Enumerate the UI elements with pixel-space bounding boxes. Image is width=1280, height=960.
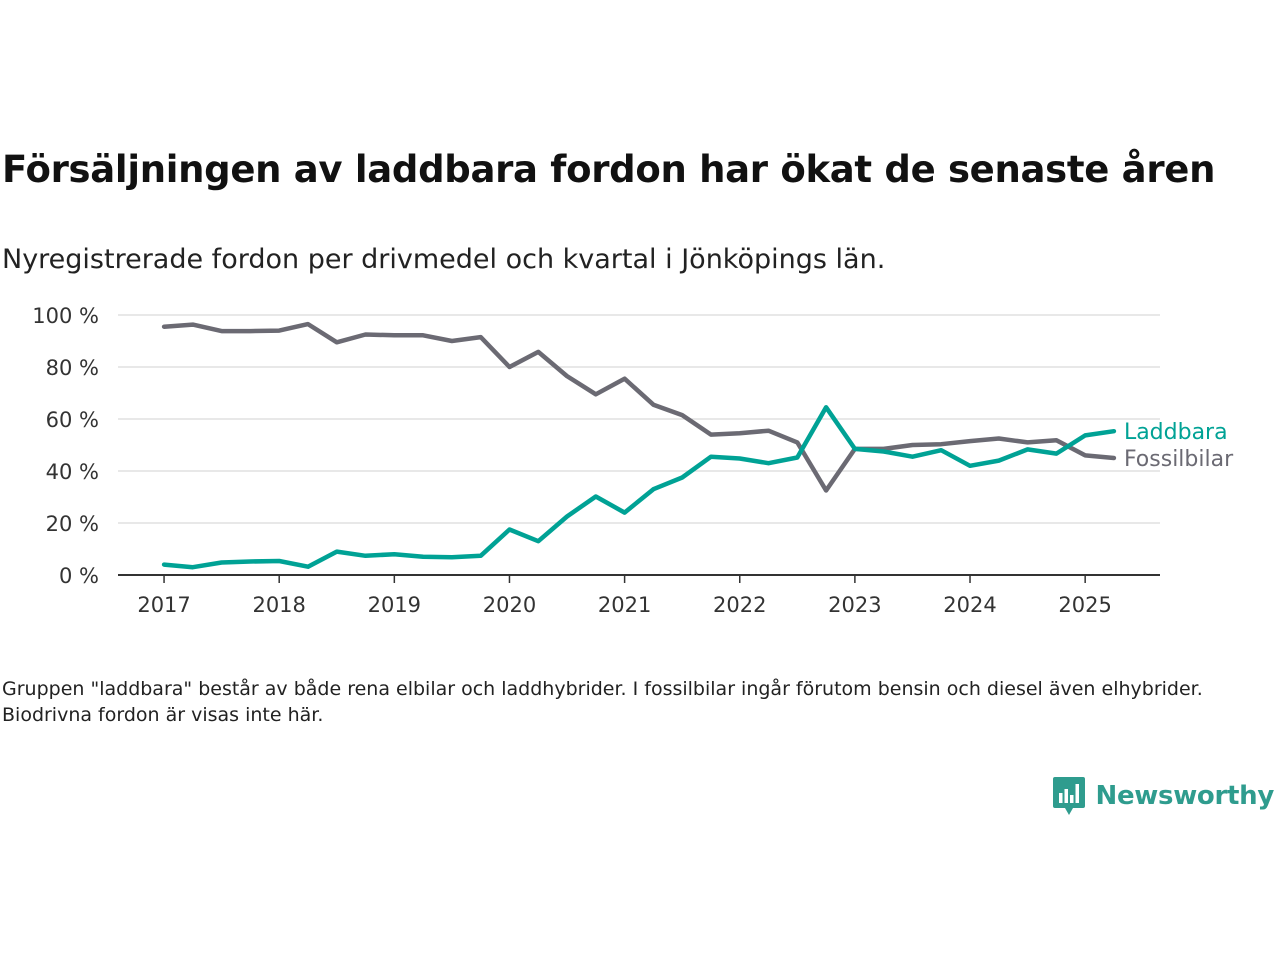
series-label-fossilbilar: Fossilbilar [1124,447,1234,472]
x-tick-label: 2019 [368,593,421,617]
y-tick-label: 0 % [59,564,99,588]
x-tick-label: 2020 [483,593,536,617]
series-label-laddbara: Laddbara [1124,420,1228,445]
y-tick-label: 100 % [32,304,99,328]
series-line-laddbara [161,405,1117,570]
x-tick-label: 2018 [252,593,305,617]
series-line-fossilbilar [161,321,1117,493]
y-axis-ticks: 0 % 20 % 40 % 60 % 80 % 100 % [32,304,99,588]
x-tick-label: 2022 [713,593,766,617]
x-tick-label: 2017 [137,593,190,617]
bar-chart-speech-bubble-icon [1052,777,1085,815]
gridlines [118,314,1160,524]
x-tick-label: 2021 [598,593,651,617]
x-tick-label: 2025 [1058,593,1111,617]
line-chart: 0 % 20 % 40 % 60 % 80 % 100 % 2017 2018 2019 202… [32,304,1234,617]
series-lines [161,321,1117,570]
brand-logo[interactable]: Newsworthy [1052,776,1274,816]
brand-name: Newsworthy [1095,781,1275,811]
x-tick-label: 2024 [943,593,996,617]
footnote: Gruppen "laddbara" består av både rena e… [2,678,1203,726]
chart-title: Försäljningen av laddbara fordon har öka… [2,148,1216,191]
y-tick-label: 60 % [46,408,99,432]
chart-subtitle: Nyregistrerade fordon per drivmedel och … [2,244,886,275]
x-tick-label: 2023 [828,593,881,617]
y-tick-label: 40 % [46,460,99,484]
x-axis: 2017 2018 2019 2020 2021 2022 2023 2024 2025 [118,574,1160,617]
y-tick-label: 20 % [46,512,99,536]
y-tick-label: 80 % [46,356,99,380]
